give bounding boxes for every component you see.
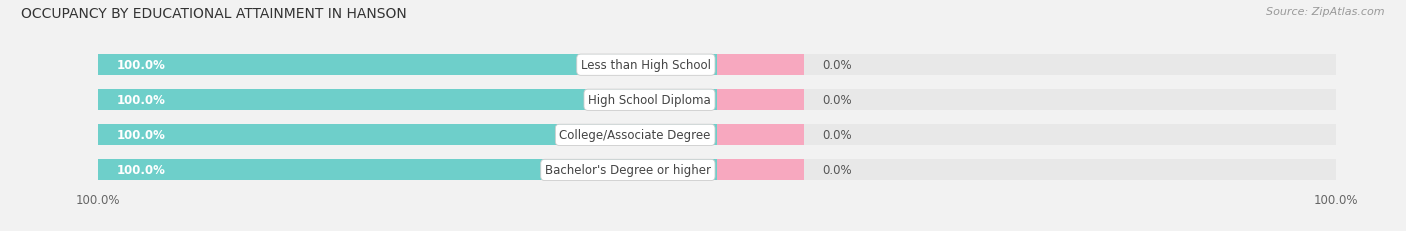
- Bar: [717, 55, 804, 76]
- Bar: [98, 90, 717, 111]
- Text: 100.0%: 100.0%: [117, 94, 166, 107]
- Text: Source: ZipAtlas.com: Source: ZipAtlas.com: [1267, 7, 1385, 17]
- Text: 0.0%: 0.0%: [823, 164, 852, 177]
- Text: 0.0%: 0.0%: [823, 59, 852, 72]
- Bar: [98, 55, 717, 76]
- Text: High School Diploma: High School Diploma: [588, 94, 711, 107]
- Bar: [717, 90, 804, 111]
- Bar: [98, 125, 1336, 146]
- Text: Bachelor's Degree or higher: Bachelor's Degree or higher: [546, 164, 711, 177]
- Text: 100.0%: 100.0%: [117, 59, 166, 72]
- Bar: [98, 125, 717, 146]
- Bar: [98, 160, 1336, 181]
- Text: College/Associate Degree: College/Associate Degree: [560, 129, 711, 142]
- Bar: [717, 160, 804, 181]
- Text: 100.0%: 100.0%: [117, 129, 166, 142]
- Bar: [717, 125, 804, 146]
- Text: 0.0%: 0.0%: [823, 94, 852, 107]
- Text: OCCUPANCY BY EDUCATIONAL ATTAINMENT IN HANSON: OCCUPANCY BY EDUCATIONAL ATTAINMENT IN H…: [21, 7, 406, 21]
- Bar: [98, 160, 717, 181]
- Text: 100.0%: 100.0%: [117, 164, 166, 177]
- Text: Less than High School: Less than High School: [581, 59, 711, 72]
- Text: 0.0%: 0.0%: [823, 129, 852, 142]
- Bar: [98, 90, 1336, 111]
- Bar: [98, 55, 1336, 76]
